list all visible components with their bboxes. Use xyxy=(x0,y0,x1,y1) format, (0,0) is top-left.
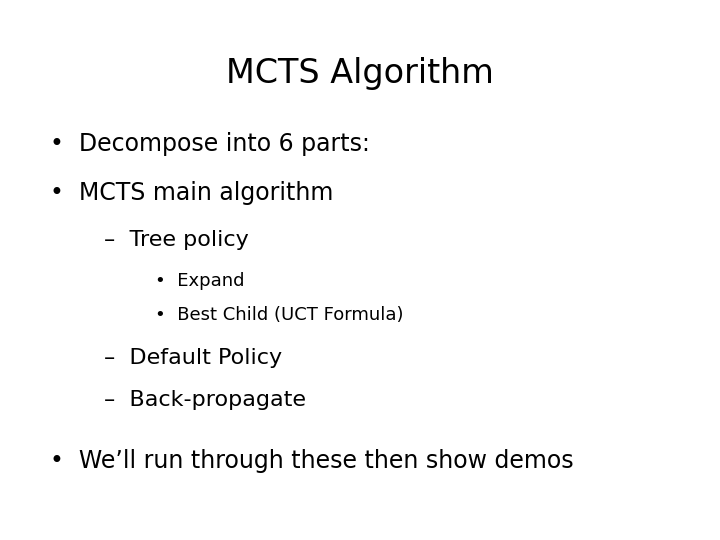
Text: •  Decompose into 6 parts:: • Decompose into 6 parts: xyxy=(50,132,370,156)
Text: –  Back-propagate: – Back-propagate xyxy=(104,390,307,410)
Text: –  Default Policy: – Default Policy xyxy=(104,348,282,368)
Text: •  Expand: • Expand xyxy=(155,272,244,289)
Text: •  MCTS main algorithm: • MCTS main algorithm xyxy=(50,181,334,205)
Text: •  Best Child (UCT Formula): • Best Child (UCT Formula) xyxy=(155,306,403,324)
Text: –  Tree policy: – Tree policy xyxy=(104,230,249,249)
Text: •  We’ll run through these then show demos: • We’ll run through these then show demo… xyxy=(50,449,574,473)
Text: MCTS Algorithm: MCTS Algorithm xyxy=(226,57,494,90)
